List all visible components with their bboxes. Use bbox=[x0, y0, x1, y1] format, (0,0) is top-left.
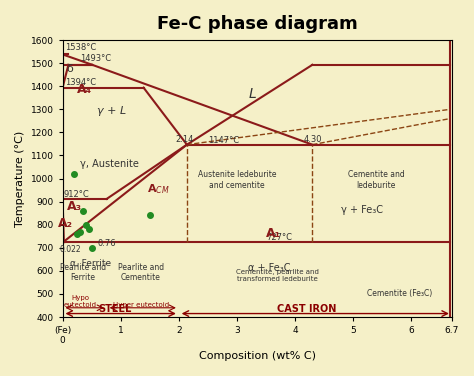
Text: A$_{CM}$: A$_{CM}$ bbox=[147, 182, 170, 196]
Text: L: L bbox=[248, 87, 256, 101]
Text: Pearlite and
Ferrite: Pearlite and Ferrite bbox=[60, 263, 106, 282]
Text: α + Fe₃C: α + Fe₃C bbox=[248, 263, 291, 273]
Text: 1394°C: 1394°C bbox=[65, 78, 97, 87]
Text: α, Ferrite: α, Ferrite bbox=[70, 259, 111, 268]
Text: CAST IRON: CAST IRON bbox=[277, 305, 336, 314]
Text: STEEL: STEEL bbox=[98, 305, 132, 314]
Text: Cementite and
ledeburite: Cementite and ledeburite bbox=[348, 170, 405, 190]
Text: 1493°C: 1493°C bbox=[80, 55, 111, 63]
Text: Austenite ledeburite
and cementite: Austenite ledeburite and cementite bbox=[198, 170, 276, 190]
Y-axis label: Temperature (°C): Temperature (°C) bbox=[15, 130, 25, 227]
Text: 912°C: 912°C bbox=[64, 190, 90, 199]
X-axis label: Composition (wt% C): Composition (wt% C) bbox=[199, 351, 316, 361]
Text: A₃: A₃ bbox=[67, 200, 82, 213]
Text: γ, Austenite: γ, Austenite bbox=[80, 159, 139, 169]
Text: A₁: A₁ bbox=[266, 227, 281, 240]
Text: A₄: A₄ bbox=[77, 83, 92, 96]
Text: 1538°C: 1538°C bbox=[65, 43, 97, 52]
Text: 0.76: 0.76 bbox=[98, 240, 116, 249]
Text: Hypo
eutectoid: Hypo eutectoid bbox=[64, 295, 97, 308]
Text: 1147°C: 1147°C bbox=[208, 136, 239, 145]
Text: δ: δ bbox=[66, 64, 73, 74]
Text: 2.14: 2.14 bbox=[175, 135, 194, 144]
Text: 0.022: 0.022 bbox=[60, 246, 82, 255]
Text: A₂: A₂ bbox=[58, 217, 73, 230]
Text: Cementite, pearlite and
transformed ledeburite: Cementite, pearlite and transformed lede… bbox=[236, 269, 319, 282]
Text: 727°C: 727°C bbox=[266, 233, 292, 242]
Title: Fe-C phase diagram: Fe-C phase diagram bbox=[157, 15, 357, 33]
Text: 4.30: 4.30 bbox=[303, 135, 322, 144]
Text: Cementite (Fe₃C): Cementite (Fe₃C) bbox=[367, 289, 432, 298]
Text: Pearlite and
Cementite: Pearlite and Cementite bbox=[118, 263, 164, 282]
Text: γ + L: γ + L bbox=[98, 106, 127, 116]
Text: Hyper eutectoid: Hyper eutectoid bbox=[113, 302, 169, 308]
Text: γ + Fe₃C: γ + Fe₃C bbox=[341, 205, 383, 215]
